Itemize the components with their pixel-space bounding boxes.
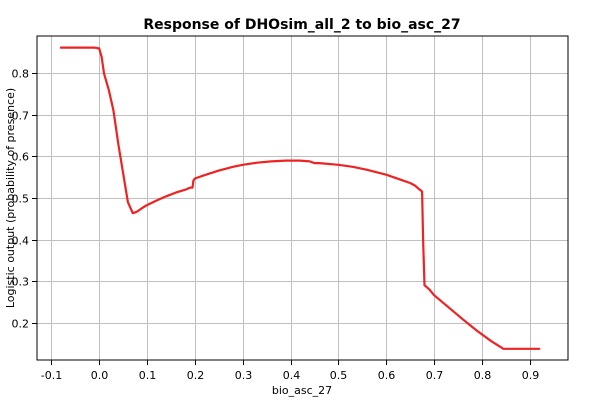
y-tick-label: 0.8: [12, 68, 30, 81]
x-tick-label: 0.0: [91, 369, 109, 382]
x-tick-label: 0.9: [522, 369, 540, 382]
y-tick-label: 0.6: [12, 151, 30, 164]
chart-title: Response of DHOsim_all_2 to bio_asc_27: [143, 17, 460, 33]
x-tick-label: 0.2: [187, 369, 205, 382]
x-tick-label: 0.5: [330, 369, 348, 382]
y-tick-label: 0.7: [12, 110, 30, 123]
series-layer: [59, 46, 541, 350]
x-axis-label: bio_asc_27: [272, 384, 332, 397]
axis-ticks: -0.1 0.0 0.1 0.2 0.3 0.4 0.5 0.6 0.7 0.8 0.9 0.2 0.3…: [12, 68, 540, 383]
response-curve-line: [59, 46, 541, 350]
x-tick-label: 0.8: [474, 369, 492, 382]
x-tick-label: -0.1: [41, 369, 62, 382]
x-tick-label: 0.1: [139, 369, 157, 382]
y-axis-label: Logistic output (probability of presence…: [4, 88, 17, 308]
x-tick-label: 0.7: [426, 369, 444, 382]
x-tick-label: 0.6: [378, 369, 396, 382]
y-tick-label: 0.4: [12, 235, 30, 248]
y-tick-label: 0.2: [12, 318, 30, 331]
y-tick-label: 0.5: [12, 193, 30, 206]
grid-lines: [37, 36, 568, 360]
x-tick-label: 0.4: [283, 369, 301, 382]
x-tick-label: 0.3: [235, 369, 253, 382]
y-tick-label: 0.3: [12, 276, 30, 289]
